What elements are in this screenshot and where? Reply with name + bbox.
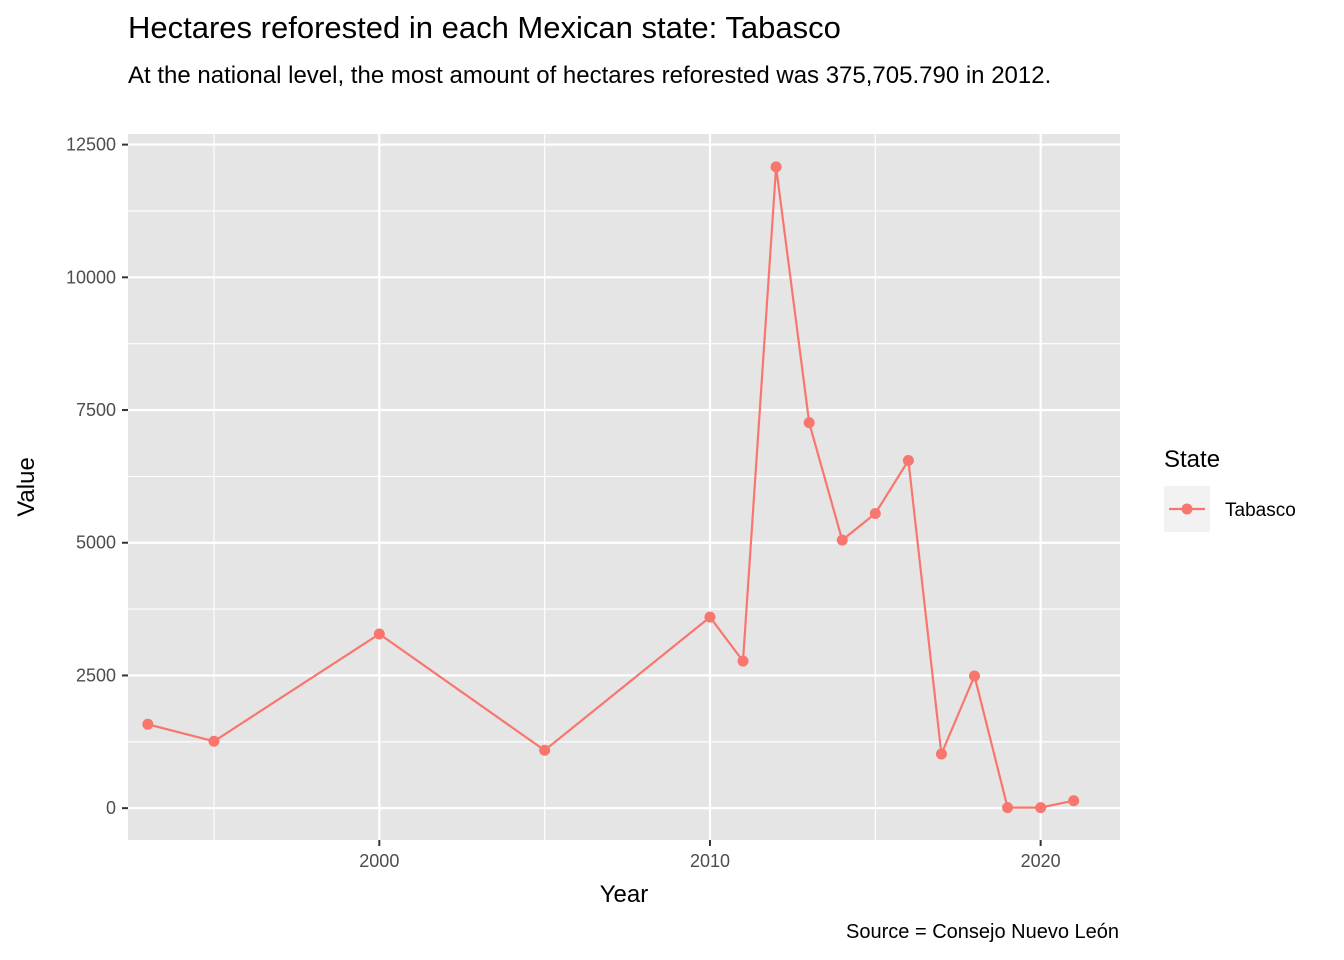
y-tick-label: 10000 [66,267,116,287]
data-point [803,417,815,429]
chart-title: Hectares reforested in each Mexican stat… [128,10,841,45]
y-tick-label: 12500 [66,135,116,155]
legend-key-point [1181,503,1193,515]
data-point [373,628,385,640]
data-point [737,655,749,667]
x-tick-label: 2010 [690,851,730,871]
data-point [836,534,848,546]
legend-title: State [1164,446,1220,473]
data-point [1035,802,1047,814]
data-point [935,748,947,760]
chart-subtitle: At the national level, the most amount o… [128,62,1052,89]
y-tick-label: 5000 [76,533,116,553]
data-point [539,744,551,756]
data-point [770,161,782,173]
x-axis-title: Year [600,881,649,908]
series-line-tabasco [147,165,1074,809]
plot-panel [128,134,1120,840]
data-point [142,718,154,730]
x-tick-label: 2000 [359,851,399,871]
data-point [1068,795,1080,807]
legend: State Tabasco [1164,446,1296,532]
series-layer [142,161,1080,814]
data-point [902,454,914,466]
source-caption: Source = Consejo Nuevo León [846,921,1119,943]
data-point [1002,802,1014,814]
y-tick-label: 0 [106,798,116,818]
axis-ticks: 0 2500 5000 7500 10000 12500 2000 2010 2020 [66,135,1061,871]
grid-lines [128,134,1120,840]
x-tick-label: 2020 [1021,851,1061,871]
data-point [704,611,716,623]
y-axis-title: Value [13,457,40,517]
y-tick-label: 2500 [76,665,116,685]
y-tick-label: 7500 [76,400,116,420]
data-point [969,670,981,682]
data-point [869,508,881,520]
data-point [208,735,220,747]
legend-label-tabasco: Tabasco [1225,500,1296,521]
